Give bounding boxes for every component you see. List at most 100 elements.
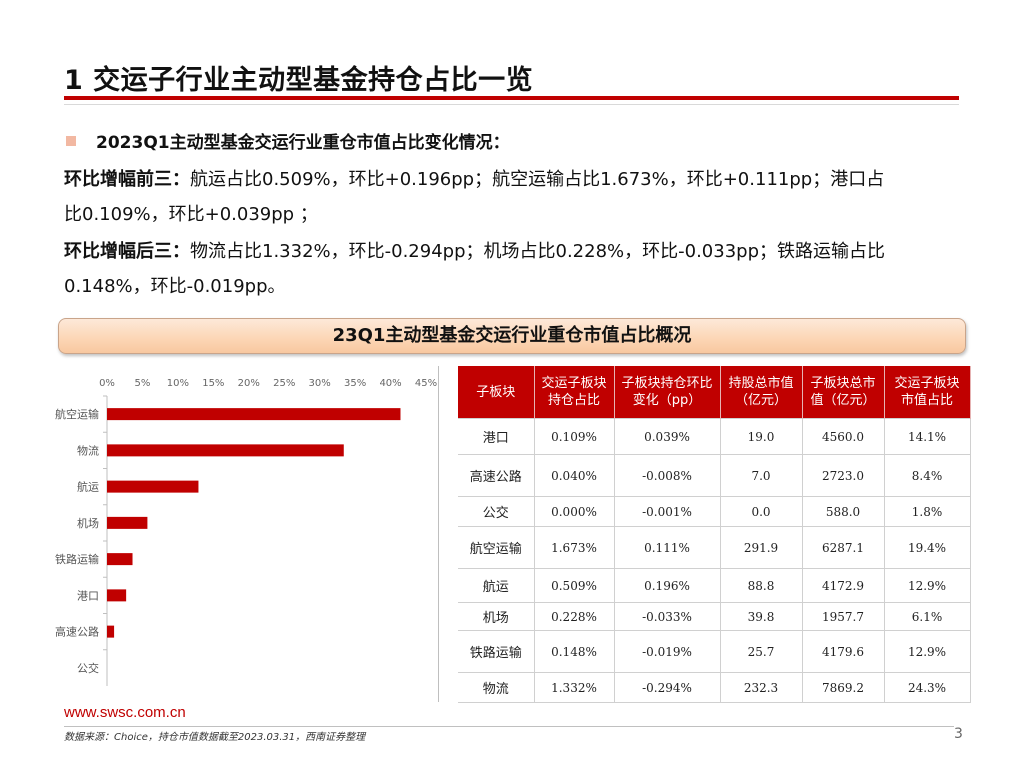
table-row: 公交 0.000% -0.001% 0.0 588.0 1.8% [458, 496, 971, 527]
table-header-text: 交运子板块 [541, 376, 607, 391]
x-tick-label: 45% [415, 378, 437, 389]
bar-chart-svg: 0% 5% 10% 15% 20% 25% 30% 35% 40% 45% 航空运输物流航运机场铁路… [55, 378, 437, 686]
x-tick-label: 0% [99, 378, 115, 389]
table-cell-value: 0.000% [534, 496, 615, 527]
chart-divider [438, 366, 439, 702]
bottom3-line1: 物流占比1.332%，环比-0.294pp；机场占比0.228%，环比-0.03… [190, 241, 886, 262]
bar [107, 408, 401, 421]
table-row: 机场 0.228% -0.033% 39.8 1957.7 6.1% [458, 602, 971, 631]
table-cell-value: 1.8% [884, 496, 971, 527]
footer-url: www.swsc.com.cn [64, 704, 186, 721]
category-label: 铁路运输 [55, 552, 99, 566]
page-number: 3 [954, 726, 963, 742]
table-header-cell: 子板块持仓环比 变化（pp） [614, 366, 721, 419]
category-label: 公交 [77, 661, 99, 675]
table-header-text: 子板块 [476, 384, 516, 400]
table-cell-subsector: 机场 [458, 602, 535, 631]
section-heading: 2023Q1主动型基金交运行业重仓市值占比变化情况： [96, 133, 510, 153]
table-header-text: 交运子板块 [894, 376, 960, 391]
top3-label: 环比增幅前三： [64, 169, 190, 190]
table-header-text: 持股总市值 [728, 376, 794, 391]
table-header-text: 值（亿元） [810, 393, 876, 408]
table-header-cell: 子板块 [458, 366, 535, 419]
table-row: 港口 0.109% 0.039% 19.0 4560.0 14.1% [458, 418, 971, 455]
bullet-square-icon [66, 136, 76, 146]
table-cell-value: -0.033% [614, 602, 721, 631]
data-source-note: 数据来源：Choice，持仓市值数据截至2023.03.31，西南证券整理 [64, 732, 366, 743]
table-header-row: 子板块 交运子板块持仓占比 子板块持仓环比 变化（pp） 持股总市值 （亿元） 子板块总市值… [458, 366, 971, 419]
table-cell-subsector: 港口 [458, 418, 535, 455]
bottom3-label: 环比增幅后三： [64, 241, 190, 262]
table-cell-value: 0.111% [614, 526, 721, 569]
table-cell-value: 0.228% [534, 602, 615, 631]
table-cell-value: 0.040% [534, 454, 615, 497]
table-cell-value: 12.9% [884, 630, 971, 673]
table-cell-subsector: 铁路运输 [458, 630, 535, 673]
table-cell-value: 1.332% [534, 672, 615, 703]
table-cell-value: 8.4% [884, 454, 971, 497]
table-cell-value: 4179.6 [802, 630, 885, 673]
table-cell-value: 7869.2 [802, 672, 885, 703]
table-cell-subsector: 公交 [458, 496, 535, 527]
table-cell-value: -0.001% [614, 496, 721, 527]
title-divider-thin [64, 104, 959, 105]
table-cell-value: 0.509% [534, 568, 615, 603]
bottom3-line2: 0.148%，环比-0.019pp。 [64, 276, 286, 297]
x-tick-label: 30% [309, 378, 331, 389]
table-header-cell: 子板块总市 值（亿元） [802, 366, 885, 419]
table-cell-value: 0.109% [534, 418, 615, 455]
bottom3-paragraph: 环比增幅后三：物流占比1.332%，环比-0.294pp；机场占比0.228%，… [64, 234, 964, 304]
subsector-table: 子板块 交运子板块持仓占比 子板块持仓环比 变化（pp） 持股总市值 （亿元） 子板块总市值… [458, 366, 971, 703]
table-cell-value: 14.1% [884, 418, 971, 455]
table-cell-value: 1.673% [534, 526, 615, 569]
table-cell-value: 24.3% [884, 672, 971, 703]
top3-line1: 航运占比0.509%，环比+0.196pp；航空运输占比1.673%，环比+0.… [190, 169, 885, 190]
table-header-cell: 交运子板块 市值占比 [884, 366, 971, 419]
table-cell-value: 232.3 [720, 672, 803, 703]
x-tick-label: 15% [202, 378, 224, 389]
table-header-text: 市值占比 [900, 393, 953, 408]
table-cell-value: 4172.9 [802, 568, 885, 603]
table-cell-subsector: 高速公路 [458, 454, 535, 497]
table-row: 航空运输 1.673% 0.111% 291.9 6287.1 19.4% [458, 526, 971, 569]
page-title: 1 交运子行业主动型基金持仓占比一览 [64, 65, 534, 96]
x-tick-label: 40% [379, 378, 401, 389]
summary-banner: 23Q1主动型基金交运行业重仓市值占比概况 [58, 318, 966, 354]
category-label: 航空运输 [55, 407, 99, 421]
table-header-text: 变化（pp） [632, 393, 702, 408]
bar [107, 444, 344, 457]
category-label: 高速公路 [55, 625, 99, 639]
x-tick-label: 5% [135, 378, 151, 389]
table-header-text: （亿元） [734, 393, 787, 408]
category-label: 物流 [77, 443, 99, 457]
table-cell-value: 7.0 [720, 454, 803, 497]
table-cell-value: 0.196% [614, 568, 721, 603]
table-cell-subsector: 航运 [458, 568, 535, 603]
holding-share-chart: 0% 5% 10% 15% 20% 25% 30% 35% 40% 45% 航空运输 物流 航运 机场 铁路… [44, 366, 438, 702]
top3-paragraph: 环比增幅前三：航运占比0.509%，环比+0.196pp；航空运输占比1.673… [64, 162, 964, 232]
table-cell-value: 0.039% [614, 418, 721, 455]
x-tick-label: 10% [167, 378, 189, 389]
table-row: 航运 0.509% 0.196% 88.8 4172.9 12.9% [458, 568, 971, 603]
title-divider [64, 96, 959, 100]
table-cell-value: 588.0 [802, 496, 885, 527]
footer-divider [64, 726, 954, 727]
table-cell-subsector: 物流 [458, 672, 535, 703]
category-label: 港口 [77, 589, 99, 602]
table-header-cell: 交运子板块 持仓占比 [534, 366, 615, 419]
x-tick-label: 25% [273, 378, 295, 389]
table-cell-value: 88.8 [720, 568, 803, 603]
bar [107, 589, 127, 602]
table-cell-value: 12.9% [884, 568, 971, 603]
table-cell-subsector: 航空运输 [458, 526, 535, 569]
table-row: 铁路运输 0.148% -0.019% 25.7 4179.6 12.9% [458, 630, 971, 673]
table-cell-value: -0.008% [614, 454, 721, 497]
category-label: 航运 [77, 480, 99, 494]
bar [107, 516, 148, 529]
table-row: 高速公路 0.040% -0.008% 7.0 2723.0 8.4% [458, 454, 971, 497]
table-cell-value: 0.0 [720, 496, 803, 527]
table-header-text: 持仓占比 [547, 393, 600, 408]
table-cell-value: 19.0 [720, 418, 803, 455]
table-row: 物流 1.332% -0.294% 232.3 7869.2 24.3% [458, 672, 971, 703]
bar [107, 480, 199, 493]
